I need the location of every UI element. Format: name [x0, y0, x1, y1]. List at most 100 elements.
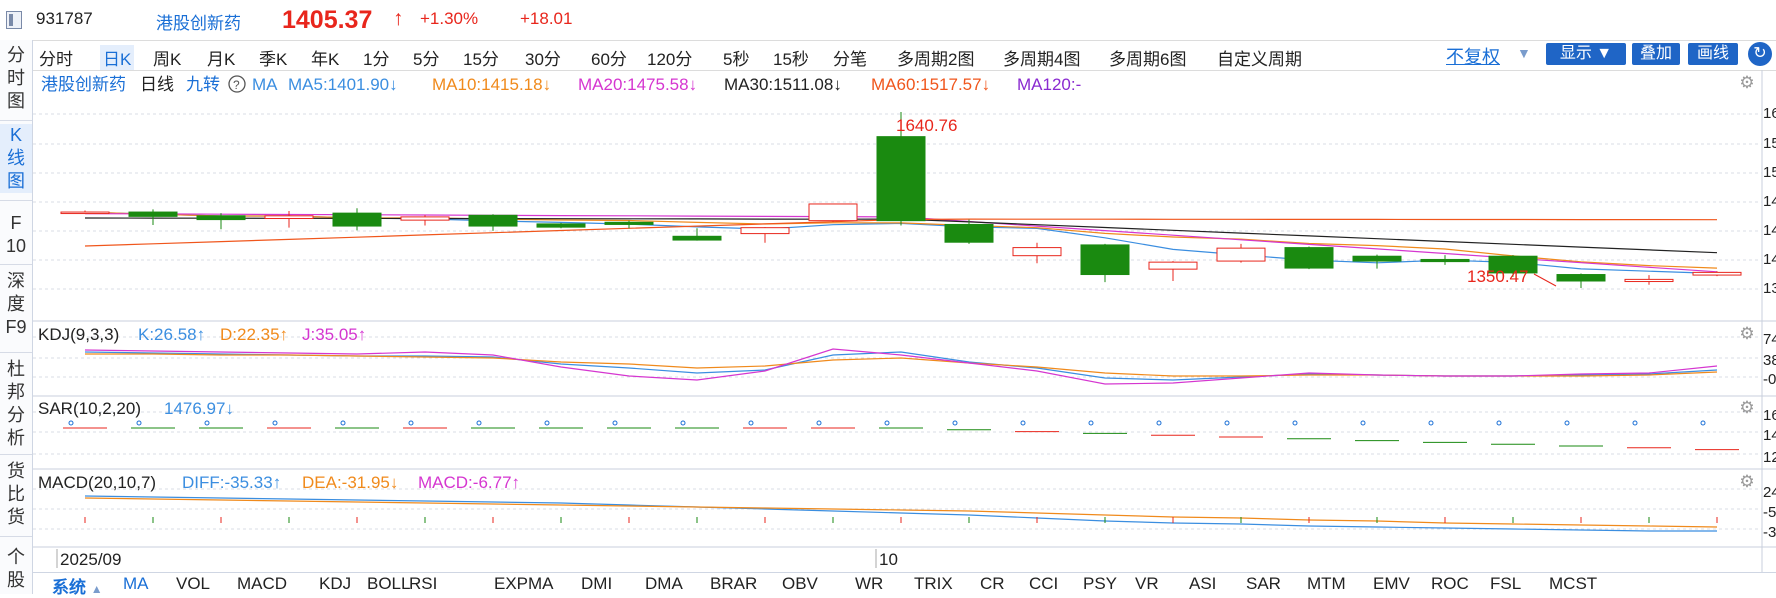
indicator-tab-emv[interactable]: EMV: [1373, 574, 1410, 593]
tab-period-10[interactable]: 60分: [591, 50, 627, 69]
x-axis-label-sep: 2025/09: [60, 550, 121, 569]
indicator-tab-ma[interactable]: MA: [123, 574, 149, 593]
indicator-tab-macd[interactable]: MACD: [237, 574, 288, 593]
tab-period-8[interactable]: 15分: [463, 50, 499, 69]
indicator-tab-dma[interactable]: DMA: [645, 574, 683, 593]
candle-body[interactable]: [944, 223, 994, 243]
candle-body[interactable]: [672, 235, 722, 241]
tab-period-17[interactable]: 多周期6图: [1109, 50, 1187, 69]
tab-period-11[interactable]: 120分: [647, 50, 693, 69]
tab-period-1[interactable]: 日K: [100, 45, 135, 70]
adjust-dropdown[interactable]: 不复权: [1446, 47, 1500, 67]
tab-period-13[interactable]: 15秒: [773, 50, 809, 69]
indicator-tab-vr[interactable]: VR: [1135, 574, 1159, 593]
indicator-tab-dmi[interactable]: DMI: [581, 574, 613, 593]
indicator-tab-roc[interactable]: ROC: [1431, 574, 1469, 593]
indicator-tab-vol[interactable]: VOL: [176, 574, 211, 593]
candle-body[interactable]: [1012, 247, 1062, 257]
sidebar-item-f10[interactable]: F 10: [0, 212, 32, 258]
indicator-tab-kdj[interactable]: KDJ: [319, 574, 352, 593]
indicator-tab-cr[interactable]: CR: [980, 574, 1005, 593]
tab-period-5[interactable]: 年K: [311, 50, 340, 69]
candle-body[interactable]: [1624, 278, 1674, 283]
sidebar-item-stock[interactable]: 个 股: [0, 546, 32, 592]
candle-body[interactable]: [1284, 247, 1334, 269]
tab-period-16[interactable]: 多周期4图: [1003, 50, 1081, 69]
tab-period-9[interactable]: 30分: [525, 50, 561, 69]
indicator-tab-obv[interactable]: OBV: [782, 574, 818, 593]
draw-line-button[interactable]: 画线: [1688, 43, 1738, 65]
tab-period-3[interactable]: 月K: [207, 50, 236, 69]
candle-body[interactable]: [740, 227, 790, 235]
gear-icon[interactable]: ⚙: [1739, 472, 1755, 491]
candle-body[interactable]: [1148, 261, 1198, 270]
candle-body[interactable]: [1216, 247, 1266, 262]
overlay-button[interactable]: 叠加: [1632, 43, 1680, 65]
gear-icon[interactable]: ⚙: [1739, 324, 1755, 343]
kdj-tick: -0: [1763, 371, 1776, 388]
indicator-tab-rsi[interactable]: RSI: [409, 574, 438, 593]
indicator-tab-expma[interactable]: EXPMA: [494, 574, 554, 593]
tab-period-6[interactable]: 1分: [363, 50, 390, 69]
tab-period-4[interactable]: 季K: [259, 50, 288, 69]
candle-body[interactable]: [60, 211, 110, 215]
candle-body[interactable]: [604, 221, 654, 225]
panel-toggle-icon[interactable]: [6, 11, 22, 29]
sar-tick: 16: [1763, 407, 1776, 424]
display-button[interactable]: 显示 ▼: [1546, 43, 1626, 65]
y-tick: 14: [1763, 251, 1776, 268]
candle-body[interactable]: [128, 211, 178, 217]
candle-body[interactable]: [1488, 255, 1538, 274]
sidebar-item-dupont[interactable]: 杜 邦 分 析: [0, 358, 32, 450]
indicator-tab-fsl[interactable]: FSL: [1490, 574, 1522, 593]
indicator-tab-boll[interactable]: BOLL: [367, 574, 411, 593]
candle-body[interactable]: [196, 215, 246, 221]
stock-name[interactable]: 港股创新药: [156, 14, 241, 33]
left-sidebar: 分 时 图 K 线 图 F 10 深 度 F9 杜 邦 分 析 货 比 货 个 …: [0, 40, 33, 594]
indicator-tab-asi[interactable]: ASI: [1189, 574, 1217, 593]
candle-body[interactable]: [1420, 258, 1470, 263]
gear-icon[interactable]: ⚙: [1739, 73, 1755, 92]
indicator-tab-trix[interactable]: TRIX: [914, 574, 953, 593]
nine-turn-toggle[interactable]: 九转: [186, 75, 220, 94]
candle-body[interactable]: [1692, 271, 1742, 276]
help-icon[interactable]: ?: [233, 78, 240, 92]
tab-period-15[interactable]: 多周期2图: [897, 50, 975, 69]
sidebar-item-kline[interactable]: K 线 图: [0, 124, 32, 193]
tab-period-0[interactable]: 分时: [39, 50, 73, 69]
tab-period-12[interactable]: 5秒: [723, 50, 750, 69]
tab-period-2[interactable]: 周K: [153, 50, 182, 69]
tab-period-14[interactable]: 分笔: [833, 50, 867, 69]
ma10-legend: MA10:1415.18↓: [432, 75, 551, 94]
refresh-icon[interactable]: ↻: [1748, 42, 1772, 66]
sidebar-item-f9[interactable]: 深 度 F9: [0, 270, 32, 339]
indicator-tab-psy[interactable]: PSY: [1083, 574, 1118, 593]
indicator-tab-sar[interactable]: SAR: [1246, 574, 1281, 593]
indicator-tab-cci[interactable]: CCI: [1029, 574, 1059, 593]
candle-body[interactable]: [1556, 274, 1606, 282]
sidebar-item-timeshare[interactable]: 分 时 图: [0, 44, 32, 113]
candle-body[interactable]: [332, 212, 382, 227]
indicator-tab-brar[interactable]: BRAR: [710, 574, 758, 593]
adjust-chevron-icon[interactable]: ▼: [1517, 45, 1531, 61]
tab-period-18[interactable]: 自定义周期: [1217, 50, 1302, 69]
indicator-tab-mcst[interactable]: MCST: [1549, 574, 1598, 593]
candle-body[interactable]: [264, 215, 314, 220]
candle-body[interactable]: [400, 216, 450, 221]
tab-period-7[interactable]: 5分: [413, 50, 440, 69]
sidebar-label: F 10: [5, 213, 27, 256]
sidebar-item-compare[interactable]: 货 比 货: [0, 460, 32, 529]
help-icon[interactable]: [228, 75, 246, 93]
y-tick: 13: [1763, 280, 1776, 297]
candle-body[interactable]: [468, 214, 518, 227]
candle-body[interactable]: [536, 223, 586, 228]
indicator-tab-mtm[interactable]: MTM: [1307, 574, 1346, 593]
candle-body[interactable]: [808, 203, 858, 222]
indicator-tab-wr[interactable]: WR: [855, 574, 884, 593]
candle-body[interactable]: [1080, 244, 1130, 276]
gear-icon[interactable]: ⚙: [1739, 398, 1755, 417]
system-indicator-menu[interactable]: 系统 ▲: [52, 573, 103, 598]
candle-body[interactable]: [876, 136, 926, 222]
candle-body[interactable]: [1352, 255, 1402, 262]
